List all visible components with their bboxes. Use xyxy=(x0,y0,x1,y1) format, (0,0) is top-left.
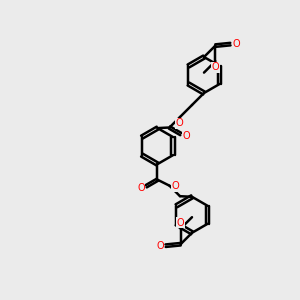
Text: O: O xyxy=(177,218,184,228)
Text: O: O xyxy=(156,241,164,251)
Text: O: O xyxy=(182,131,190,141)
Text: O: O xyxy=(232,39,240,49)
Text: O: O xyxy=(172,181,179,191)
Text: O: O xyxy=(176,118,183,128)
Text: O: O xyxy=(137,183,145,193)
Text: O: O xyxy=(212,62,219,72)
